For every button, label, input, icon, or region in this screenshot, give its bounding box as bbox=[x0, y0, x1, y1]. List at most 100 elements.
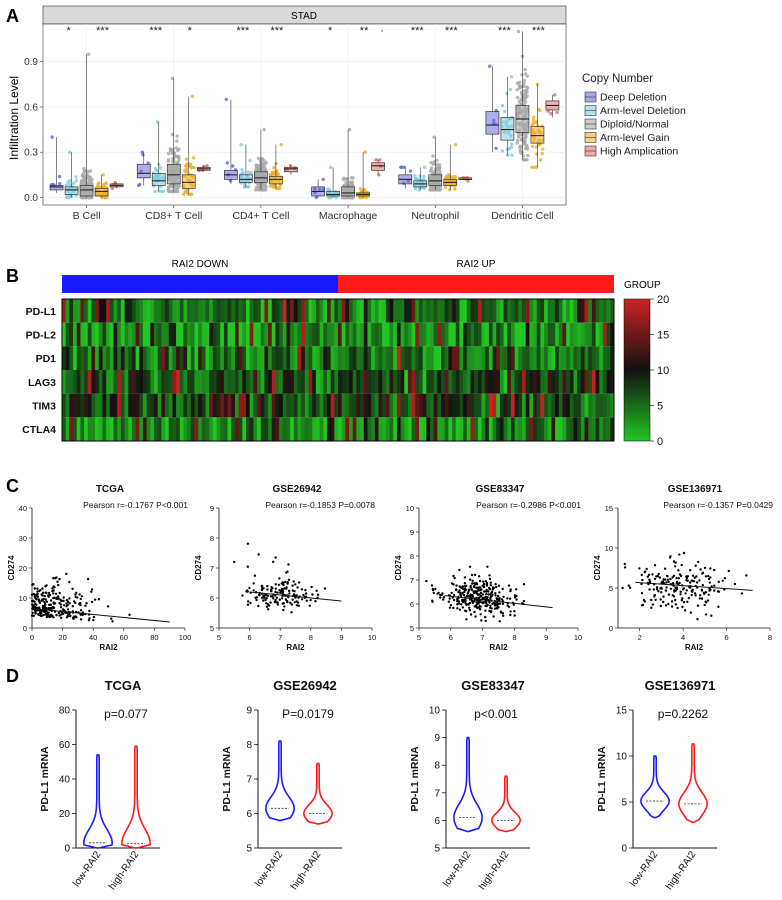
data-point bbox=[66, 180, 70, 185]
heatmap-cell bbox=[422, 370, 427, 394]
data-point bbox=[290, 611, 293, 614]
box-arm-level-gain bbox=[530, 82, 545, 169]
data-point bbox=[153, 189, 157, 194]
heatmap-cell bbox=[330, 370, 335, 394]
heatmap-cell bbox=[595, 346, 600, 370]
heatmap-cell bbox=[223, 299, 228, 323]
data-point bbox=[667, 580, 670, 583]
data-point bbox=[431, 186, 435, 191]
data-point bbox=[68, 150, 72, 154]
data-point bbox=[44, 603, 47, 606]
heatmap-cell bbox=[124, 299, 129, 323]
heatmap-cell bbox=[223, 417, 228, 441]
heatmap-cell bbox=[212, 393, 217, 418]
data-point bbox=[505, 91, 509, 96]
data-point bbox=[713, 568, 716, 572]
data-point bbox=[68, 580, 71, 584]
data-point bbox=[513, 610, 516, 613]
heatmap-cell bbox=[95, 322, 100, 347]
heatmap-cell bbox=[595, 393, 600, 418]
heatmap-cell bbox=[474, 322, 479, 347]
heatmap-cell bbox=[396, 417, 401, 441]
heatmap-cell bbox=[595, 322, 600, 347]
y-tick-label: 9 bbox=[410, 528, 414, 537]
heatmap-cell bbox=[264, 346, 269, 370]
heatmap-cell bbox=[444, 322, 449, 347]
heatmap-cell bbox=[510, 346, 516, 370]
data-point bbox=[515, 598, 518, 601]
data-point bbox=[681, 605, 684, 609]
heatmap-cell bbox=[452, 393, 457, 418]
heatmap-cell bbox=[315, 370, 320, 394]
heatmap-cell bbox=[407, 417, 412, 441]
heatmap-cell bbox=[547, 299, 552, 323]
data-point bbox=[664, 589, 668, 592]
heatmap-cell bbox=[566, 393, 571, 418]
data-point bbox=[248, 158, 252, 163]
heatmap-cell bbox=[87, 299, 92, 323]
data-point bbox=[432, 591, 435, 595]
heatmap-cell bbox=[525, 393, 530, 418]
heatmap-cell bbox=[146, 346, 151, 370]
heatmap-cell bbox=[209, 346, 214, 370]
data-point bbox=[285, 571, 288, 574]
significance-mark: *** bbox=[96, 25, 110, 37]
data-point bbox=[674, 603, 678, 606]
data-point bbox=[497, 584, 501, 587]
data-point bbox=[256, 188, 261, 192]
heatmap-cell bbox=[253, 393, 258, 418]
data-point bbox=[242, 183, 247, 187]
y-axis-label: PD-L1 mRNA bbox=[221, 746, 233, 812]
data-point bbox=[701, 571, 705, 574]
data-point bbox=[422, 186, 426, 190]
data-point bbox=[488, 577, 492, 581]
y-axis-label: Infiltration Level bbox=[7, 76, 21, 160]
data-point bbox=[470, 573, 474, 577]
heatmap-cell bbox=[87, 346, 92, 370]
x-tick-label: B Cell bbox=[73, 210, 101, 222]
heatmap-cell bbox=[588, 299, 593, 323]
data-point bbox=[509, 589, 512, 593]
data-point bbox=[469, 578, 472, 581]
heatmap-cell bbox=[422, 346, 427, 370]
data-point bbox=[456, 597, 459, 601]
data-point bbox=[458, 568, 461, 572]
data-point bbox=[494, 592, 497, 595]
y-tick-label: 40 bbox=[59, 775, 71, 786]
heatmap-cell bbox=[474, 299, 479, 323]
heatmap-cell bbox=[231, 417, 236, 441]
data-point bbox=[449, 604, 453, 607]
data-point bbox=[288, 164, 293, 168]
heatmap-cell bbox=[407, 393, 412, 418]
heatmap-cell bbox=[374, 393, 379, 418]
heatmap-cell bbox=[503, 393, 508, 418]
significance-mark: * bbox=[66, 25, 71, 37]
heatmap-cell bbox=[352, 299, 357, 323]
data-point bbox=[697, 560, 700, 564]
heatmap-cell bbox=[179, 299, 184, 323]
heatmap-cell bbox=[150, 370, 155, 394]
heatmap-cell bbox=[131, 346, 136, 370]
data-point bbox=[491, 602, 494, 605]
data-point bbox=[479, 591, 483, 594]
data-point bbox=[506, 597, 509, 600]
heatmap-cell bbox=[558, 322, 563, 347]
data-point bbox=[502, 614, 505, 617]
data-point bbox=[55, 613, 58, 617]
heatmap-cell bbox=[205, 417, 210, 441]
data-point bbox=[249, 601, 252, 605]
data-point bbox=[172, 151, 177, 155]
heatmap-cell bbox=[463, 322, 468, 347]
data-point bbox=[96, 182, 101, 186]
heatmap-cell bbox=[187, 299, 192, 323]
heatmap-cell bbox=[573, 370, 578, 394]
heatmap-cell bbox=[271, 417, 276, 441]
x-tick-label: Neutrophil bbox=[411, 210, 459, 222]
heatmap-cell bbox=[426, 417, 431, 441]
heatmap-cell bbox=[124, 322, 129, 347]
data-point bbox=[484, 619, 487, 623]
data-point bbox=[455, 588, 458, 592]
data-point bbox=[435, 162, 439, 167]
heatmap-cell bbox=[201, 299, 206, 323]
